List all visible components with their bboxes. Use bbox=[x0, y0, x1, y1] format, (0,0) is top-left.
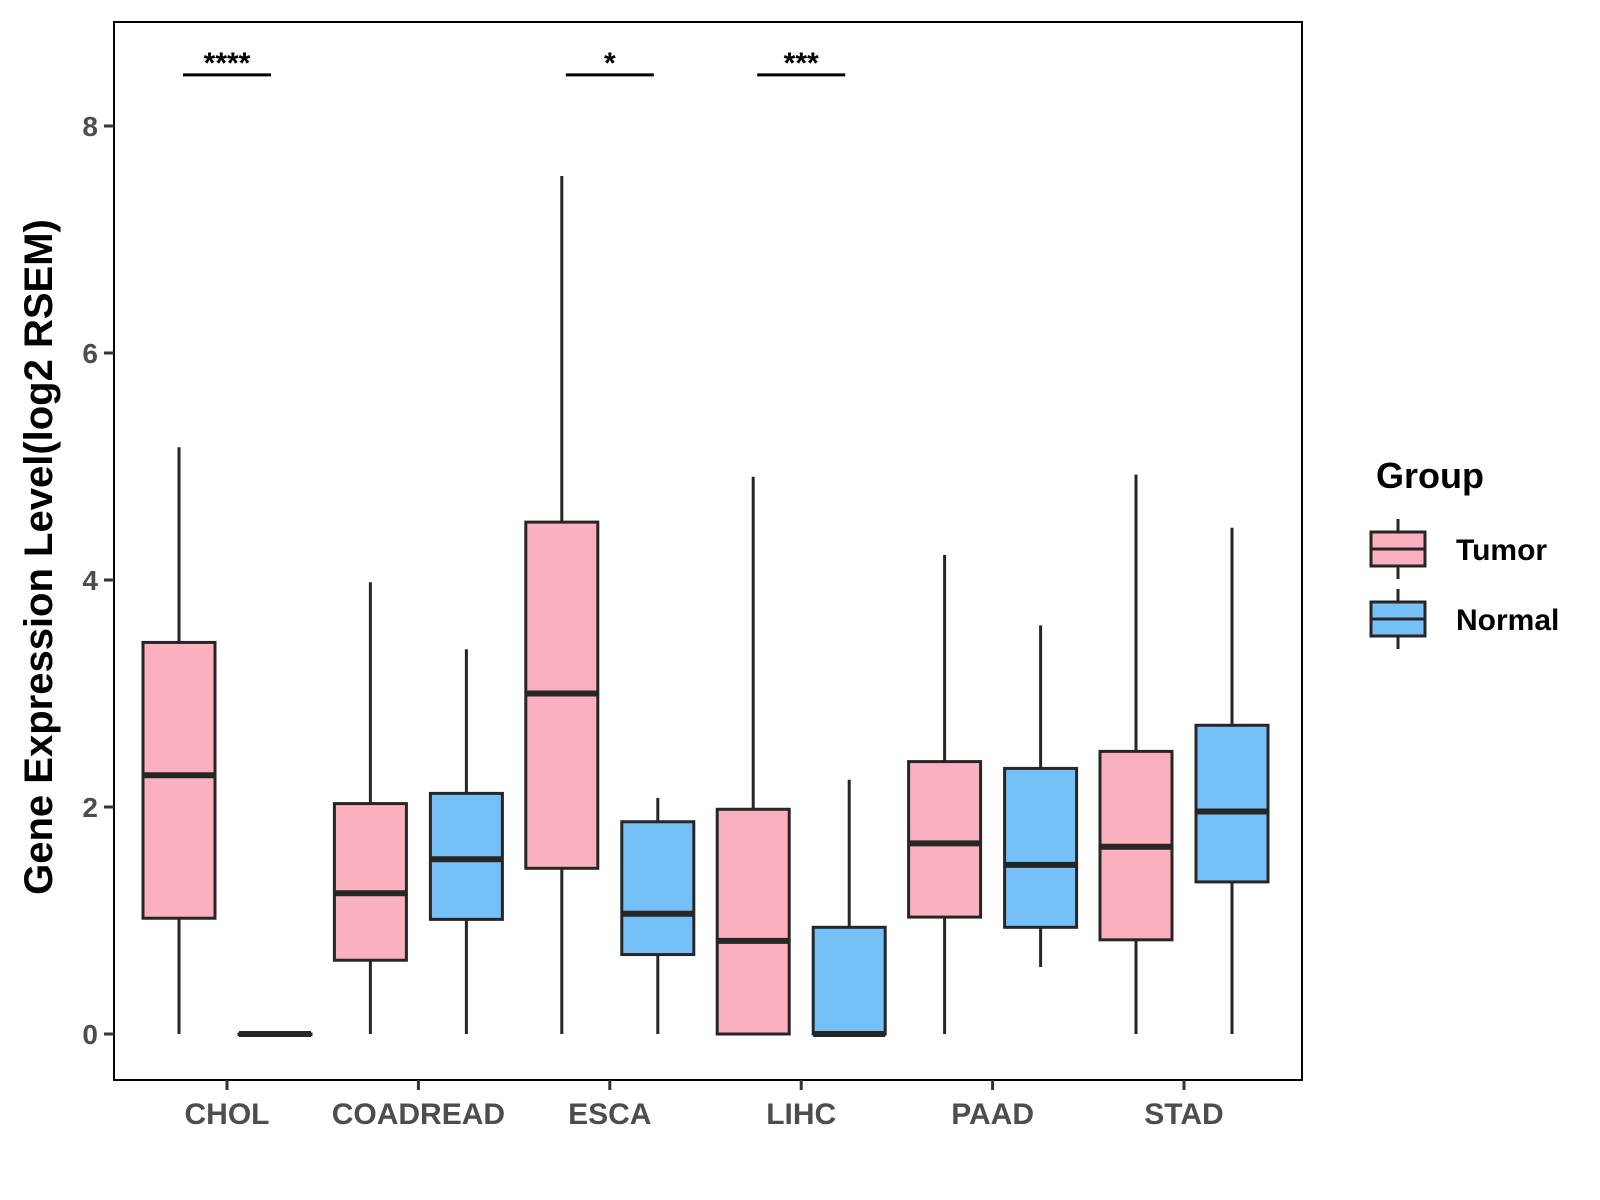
box-body bbox=[332, 802, 408, 962]
box-tumor-lihc bbox=[715, 476, 791, 1036]
y-tick-label: 6 bbox=[82, 338, 98, 369]
box-normal-paad bbox=[1003, 625, 1079, 968]
box-body bbox=[907, 760, 983, 919]
box-normal-chol bbox=[237, 1031, 313, 1037]
legend-label: Tumor bbox=[1456, 534, 1547, 567]
legend-label: Normal bbox=[1456, 604, 1559, 637]
legend-title: Group bbox=[1376, 455, 1484, 496]
x-tick-label: LIHC bbox=[766, 1098, 836, 1131]
significance-label: **** bbox=[204, 47, 251, 80]
significance-annotations: **** * *** bbox=[183, 47, 846, 80]
y-tick-label: 8 bbox=[82, 111, 98, 142]
x-tick-label: CHOL bbox=[185, 1098, 270, 1131]
box-body bbox=[715, 807, 791, 1036]
box-body bbox=[811, 925, 887, 1036]
box-tumor-coadread bbox=[332, 582, 408, 1034]
x-tick-label: COADREAD bbox=[332, 1098, 505, 1131]
box-normal-esca bbox=[620, 797, 696, 1034]
box-tumor-esca bbox=[524, 175, 600, 1034]
box-body bbox=[1194, 723, 1270, 884]
box-tumor-stad bbox=[1098, 474, 1174, 1034]
legend: Group Tumor Normal bbox=[1369, 455, 1559, 649]
y-tick-label: 2 bbox=[82, 792, 98, 823]
x-axis: CHOL COADREAD ESCA LIHC PAAD STAD bbox=[185, 1080, 1224, 1131]
y-tick-label: 0 bbox=[82, 1019, 98, 1050]
box-series bbox=[141, 175, 1270, 1037]
box-normal-lihc bbox=[811, 779, 887, 1037]
box-normal-stad bbox=[1194, 527, 1270, 1034]
box-tumor-paad bbox=[907, 555, 983, 1034]
y-tick-label: 4 bbox=[82, 565, 98, 596]
box-body bbox=[141, 640, 217, 920]
box-body bbox=[1003, 766, 1079, 929]
legend-item-tumor: Tumor bbox=[1369, 519, 1547, 579]
y-axis: 0 2 4 6 8 bbox=[82, 111, 114, 1050]
x-tick-label: ESCA bbox=[568, 1098, 651, 1131]
box-body bbox=[620, 820, 696, 957]
box-normal-coadread bbox=[428, 649, 504, 1034]
legend-item-normal: Normal bbox=[1369, 589, 1559, 649]
y-axis-label: Gene Expression Level(log2 RSEM) bbox=[17, 219, 61, 895]
x-tick-label: STAD bbox=[1144, 1098, 1223, 1131]
x-tick-label: PAAD bbox=[951, 1098, 1034, 1131]
box-tumor-chol bbox=[141, 447, 217, 1034]
significance-label: * bbox=[604, 47, 616, 80]
significance-label: *** bbox=[784, 47, 819, 80]
